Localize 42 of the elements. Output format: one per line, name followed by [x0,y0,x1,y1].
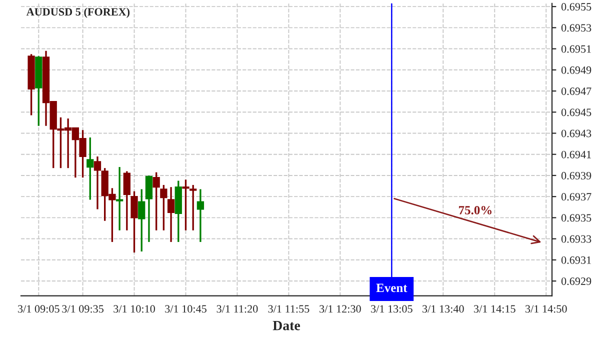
candlestick [167,186,175,243]
x-tick-label: 3/1 14:15 [474,305,516,313]
y-tick-label: 0.6953 [561,24,592,32]
candlestick [190,184,197,232]
y-tick-label: 0.6929 [561,277,592,286]
chart-title: AUDUSD 5 (FOREX) [26,8,130,18]
y-tick-label: 0.6939 [561,172,592,180]
x-tick-label: 3/1 14:50 [526,305,567,313]
y-tick-label: 0.6947 [561,87,592,96]
x-tick-label: 3/1 09:05 [18,305,60,313]
y-tick-label: 0.6943 [561,130,592,138]
candlestick [123,170,130,232]
y-tick-label: 0.6941 [561,150,591,158]
y-tick-label: 0.6949 [561,66,592,74]
annotation: 75.0% [459,206,492,214]
y-tick-label: 0.6951 [561,45,591,53]
x-tick-label: 3/1 13:05 [371,305,412,313]
candlestick [138,188,146,252]
x-tick-label: 3/1 09:35 [62,305,104,313]
x-axis-title: Date [272,321,300,330]
candlestick [196,188,204,243]
x-tick-label: 3/1 10:10 [114,305,155,313]
y-tick-label: 0.6931 [561,256,591,264]
x-tick-label: 3/1 10:45 [165,305,206,313]
candlestick [160,184,168,232]
y-tick-label: 0.6937 [561,193,592,201]
candlestick [145,174,153,243]
candlestick [116,166,124,232]
candlestick [86,136,94,201]
x-tick-label: 3/1 13:40 [422,305,464,313]
y-tick-label: 0.6933 [561,235,592,243]
candlestick [94,156,102,210]
y-tick-label: 0.6945 [561,108,592,116]
x-tick-label: 3/1 11:55 [268,305,310,313]
x-tick-label: 3/1 11:20 [216,305,258,313]
y-tick-label: 0.6935 [561,214,592,222]
ref-line-label: Event [376,284,408,292]
candlestick [182,178,190,232]
candlestick [152,171,160,232]
x-tick-label: 3/1 12:30 [320,305,361,313]
candlestick [130,190,138,254]
y-tick-label: 0.6955 [561,3,592,11]
